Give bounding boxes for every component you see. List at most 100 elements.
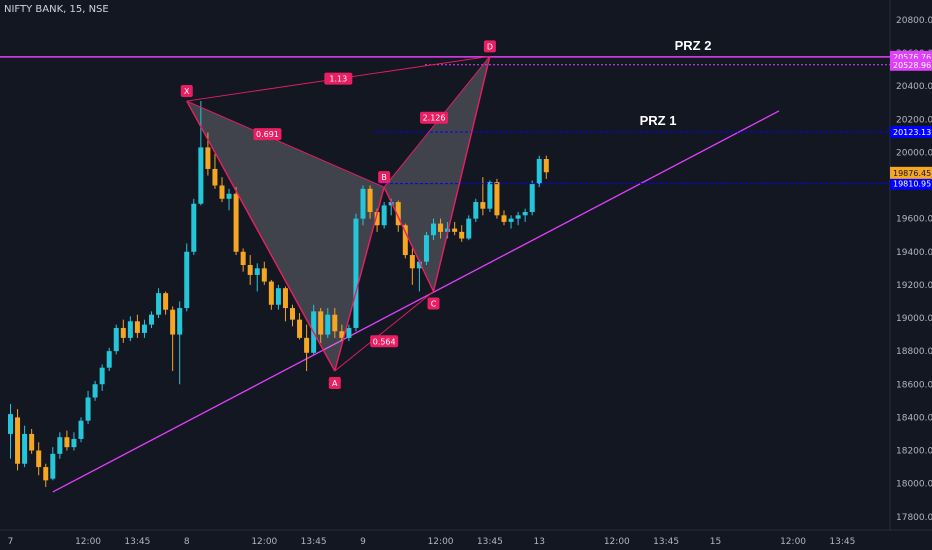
candle-body[interactable]	[99, 367, 105, 385]
candle-body[interactable]	[219, 185, 225, 199]
candle-body[interactable]	[431, 223, 436, 236]
leg-bc[interactable]	[383, 186, 435, 292]
candle-body[interactable]	[85, 397, 91, 421]
candle-body[interactable]	[198, 147, 204, 204]
candle-body[interactable]	[36, 450, 42, 468]
candle-body[interactable]	[177, 308, 183, 335]
candle-body[interactable]	[395, 202, 401, 226]
candle-body[interactable]	[149, 314, 154, 325]
candle-body[interactable]	[473, 202, 479, 219]
candle-body[interactable]	[459, 231, 465, 239]
price-tag	[890, 125, 932, 138]
candle-body[interactable]	[339, 331, 345, 338]
candle-body[interactable]	[409, 255, 415, 269]
candle-body[interactable]	[402, 225, 408, 256]
candle-body[interactable]	[43, 467, 49, 481]
candle-body[interactable]	[332, 314, 338, 332]
candle-body[interactable]	[22, 433, 28, 464]
candle-body[interactable]	[226, 193, 232, 199]
candle-body[interactable]	[71, 438, 77, 448]
candle-body[interactable]	[374, 212, 380, 226]
pattern-point-X[interactable]	[180, 85, 193, 98]
candle-body[interactable]	[367, 188, 373, 212]
candle-body[interactable]	[452, 228, 458, 232]
candle-body[interactable]	[8, 414, 13, 434]
ratio-badge[interactable]	[420, 111, 449, 124]
candle-body[interactable]	[120, 327, 126, 338]
candle-body[interactable]	[297, 319, 303, 338]
candle-body[interactable]	[57, 437, 63, 454]
leg-xb[interactable]	[186, 100, 385, 188]
candle-body[interactable]	[156, 293, 162, 315]
ratio-badge[interactable]	[370, 335, 399, 348]
candle-body[interactable]	[78, 420, 84, 439]
candle-body[interactable]	[212, 168, 218, 186]
candle-body[interactable]	[480, 202, 486, 209]
leg-ab[interactable]	[334, 186, 385, 372]
candle-body[interactable]	[92, 384, 98, 398]
candle-body[interactable]	[170, 309, 176, 335]
pattern-point-D[interactable]	[483, 40, 496, 53]
candle-body[interactable]	[522, 212, 528, 216]
candle-body[interactable]	[15, 417, 21, 464]
leg-xa[interactable]	[186, 100, 336, 372]
candle-body[interactable]	[50, 453, 56, 479]
y-tick-label: 19200.00	[896, 281, 932, 291]
ratio-badge[interactable]	[324, 72, 353, 85]
pattern-point-B[interactable]	[378, 171, 391, 184]
candle-body[interactable]	[64, 437, 70, 448]
pattern-point-A[interactable]	[328, 377, 341, 389]
pattern-point-C[interactable]	[427, 297, 440, 310]
candle-body[interactable]	[325, 314, 331, 335]
price-tag	[890, 177, 932, 190]
candle-body[interactable]	[543, 159, 549, 173]
candle-body[interactable]	[275, 288, 281, 305]
candle-body[interactable]	[113, 327, 119, 352]
candle-body[interactable]	[268, 281, 274, 305]
ratio-badge[interactable]	[253, 128, 282, 141]
candle-body[interactable]	[141, 324, 147, 333]
y-tick-label: 19000.00	[896, 314, 932, 324]
candle-body[interactable]	[536, 159, 542, 184]
candle-body[interactable]	[487, 182, 493, 209]
candle-body[interactable]	[438, 223, 444, 232]
candle-body[interactable]	[346, 327, 352, 338]
candle-body[interactable]	[254, 268, 260, 275]
candle-body[interactable]	[233, 193, 239, 252]
candle-body[interactable]	[508, 218, 514, 222]
candle-body[interactable]	[134, 321, 140, 333]
candle-body[interactable]	[423, 235, 429, 262]
candle-body[interactable]	[381, 205, 387, 226]
candle-body[interactable]	[353, 218, 359, 328]
candle-body[interactable]	[127, 321, 133, 338]
candle-body[interactable]	[282, 288, 288, 309]
leg-cd[interactable]	[432, 56, 491, 292]
candle-body[interactable]	[29, 433, 35, 451]
candle-body[interactable]	[501, 215, 507, 222]
candle-body[interactable]	[106, 351, 112, 368]
candle-body[interactable]	[360, 188, 366, 219]
candle-body[interactable]	[191, 203, 197, 252]
candle-body[interactable]	[494, 182, 500, 216]
x-tick-label: 15	[710, 537, 721, 547]
candle-body[interactable]	[318, 311, 324, 335]
candle-body[interactable]	[515, 215, 521, 219]
candle-body[interactable]	[184, 251, 190, 309]
candle-body[interactable]	[304, 337, 310, 353]
candle-body[interactable]	[261, 268, 267, 282]
x-tick-label: 12:00	[251, 537, 277, 547]
candle-body[interactable]	[529, 183, 535, 212]
candle-body[interactable]	[416, 261, 422, 269]
candle-body[interactable]	[290, 308, 295, 320]
leg-ac[interactable]	[334, 291, 434, 372]
candle-body[interactable]	[163, 293, 169, 310]
pattern-fill-bcd	[384, 56, 490, 292]
trendline[interactable]	[52, 110, 780, 493]
candle-body[interactable]	[240, 251, 246, 265]
candle-body[interactable]	[466, 218, 472, 239]
candle-body[interactable]	[247, 265, 253, 275]
candle-body[interactable]	[388, 202, 394, 206]
prz-1-label: PRZ 1	[640, 113, 677, 128]
candle-body[interactable]	[205, 147, 211, 169]
